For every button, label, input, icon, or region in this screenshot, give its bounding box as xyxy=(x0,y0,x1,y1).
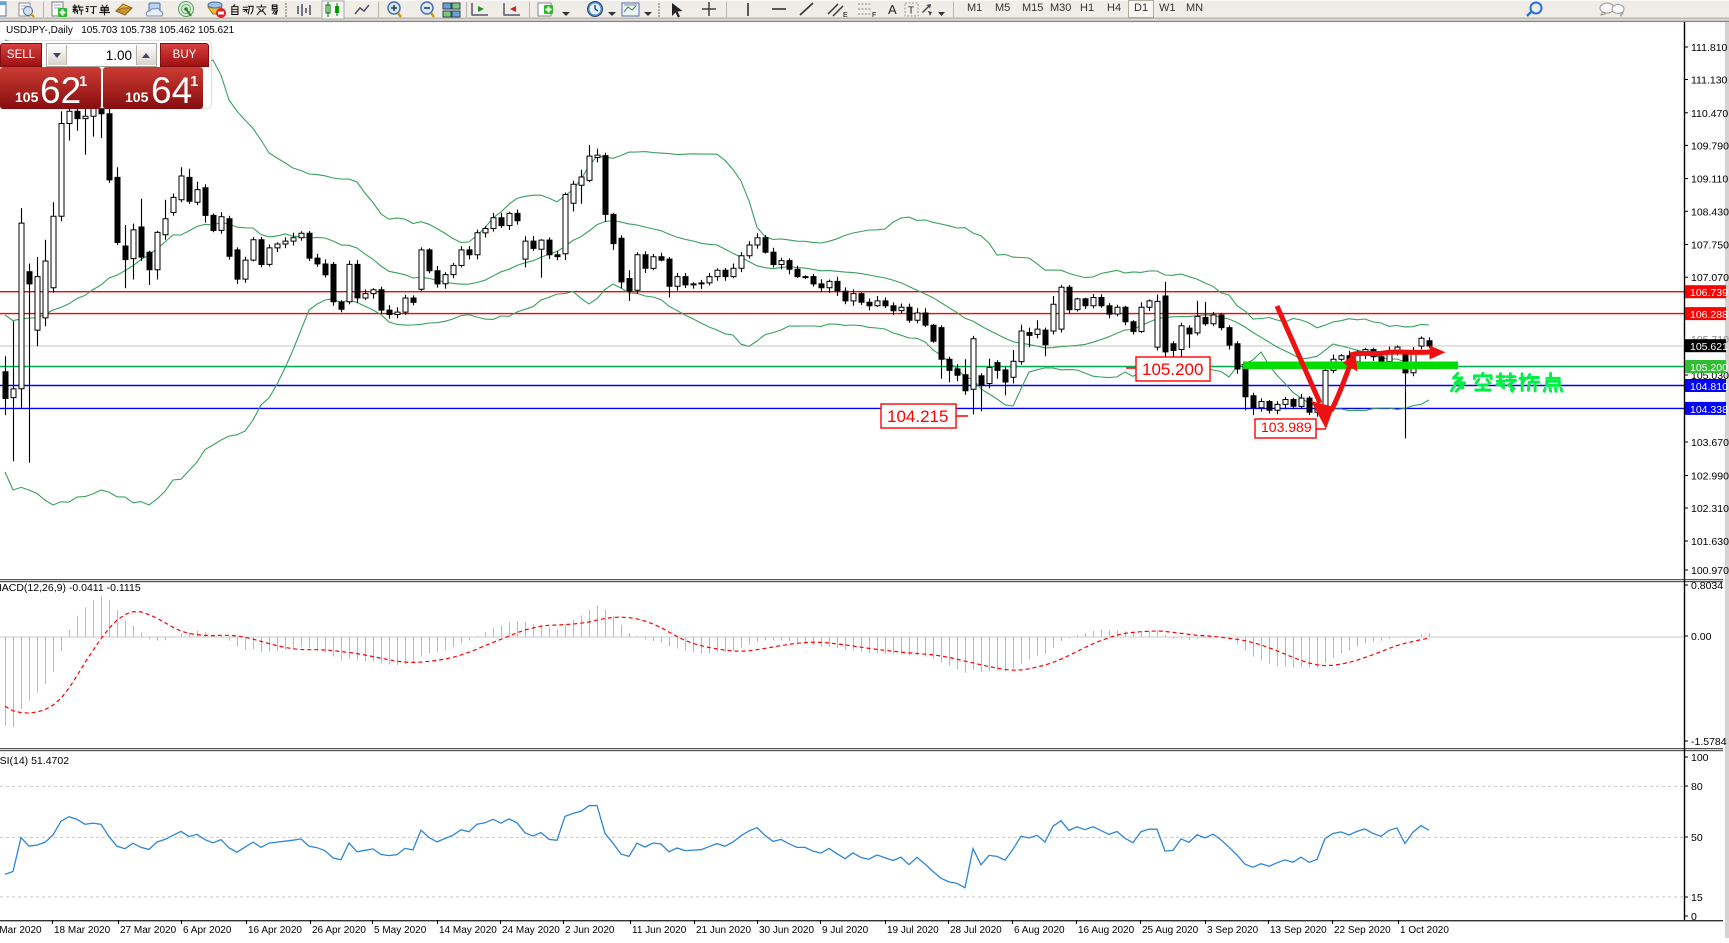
svg-text:111.130: 111.130 xyxy=(1691,75,1728,87)
svg-text:107.750: 107.750 xyxy=(1691,240,1729,252)
svg-text:105.621: 105.621 xyxy=(1690,341,1728,353)
svg-text:9 Mar 2020: 9 Mar 2020 xyxy=(0,925,42,936)
svg-text:A: A xyxy=(888,2,897,17)
svg-text:30 Jun 2020: 30 Jun 2020 xyxy=(759,925,814,936)
svg-text:22 Sep 2020: 22 Sep 2020 xyxy=(1334,925,1391,936)
svg-text:106.739: 106.739 xyxy=(1690,287,1728,299)
svg-text:111.810: 111.810 xyxy=(1691,42,1728,54)
svg-text:F: F xyxy=(872,12,876,19)
svg-text:MACD(12,26,9) -0.0411 -0.1115: MACD(12,26,9) -0.0411 -0.1115 xyxy=(0,582,141,594)
svg-text:26 Apr 2020: 26 Apr 2020 xyxy=(312,925,366,936)
svg-text:103.989: 103.989 xyxy=(1261,419,1312,435)
svg-text:-1.5784: -1.5784 xyxy=(1691,736,1727,748)
svg-text:50: 50 xyxy=(1691,832,1703,844)
svg-text:102.310: 102.310 xyxy=(1691,503,1729,515)
svg-text:16 Apr 2020: 16 Apr 2020 xyxy=(248,925,302,936)
svg-text:28 Jul 2020: 28 Jul 2020 xyxy=(950,925,1002,936)
svg-text:105.200: 105.200 xyxy=(1142,360,1203,379)
svg-text:102.990: 102.990 xyxy=(1691,471,1729,483)
svg-text:109.790: 109.790 xyxy=(1691,140,1729,152)
svg-text:108.430: 108.430 xyxy=(1691,206,1729,218)
svg-text:RSI(14) 51.4702: RSI(14) 51.4702 xyxy=(0,755,69,767)
svg-text:25 Aug 2020: 25 Aug 2020 xyxy=(1142,925,1199,936)
svg-text:104.338: 104.338 xyxy=(1690,404,1728,416)
svg-text:9 Jul 2020: 9 Jul 2020 xyxy=(822,925,869,936)
svg-text:6 Aug 2020: 6 Aug 2020 xyxy=(1014,925,1065,936)
svg-text:27 Mar 2020: 27 Mar 2020 xyxy=(120,925,177,936)
svg-text:14 May 2020: 14 May 2020 xyxy=(439,925,497,936)
svg-text:107.070: 107.070 xyxy=(1691,272,1729,284)
svg-text:13 Sep 2020: 13 Sep 2020 xyxy=(1270,925,1327,936)
svg-text:106.288: 106.288 xyxy=(1690,309,1728,321)
svg-text:100.970: 100.970 xyxy=(1691,565,1729,577)
svg-text:19 Jul 2020: 19 Jul 2020 xyxy=(887,925,939,936)
svg-text:0: 0 xyxy=(1691,911,1697,923)
svg-text:103.670: 103.670 xyxy=(1691,437,1729,449)
svg-text:100: 100 xyxy=(1691,752,1709,764)
svg-text:104.215: 104.215 xyxy=(887,407,948,426)
svg-text:110.470: 110.470 xyxy=(1691,108,1728,120)
svg-text:24 May 2020: 24 May 2020 xyxy=(502,925,560,936)
svg-text:11 Jun 2020: 11 Jun 2020 xyxy=(632,925,687,936)
svg-text:6 Apr 2020: 6 Apr 2020 xyxy=(183,925,232,936)
svg-text:18 Mar 2020: 18 Mar 2020 xyxy=(54,925,111,936)
svg-text:104.810: 104.810 xyxy=(1690,381,1728,393)
svg-text:21 Jun 2020: 21 Jun 2020 xyxy=(696,925,751,936)
svg-text:3 Sep 2020: 3 Sep 2020 xyxy=(1207,925,1259,936)
svg-text:101.630: 101.630 xyxy=(1691,536,1729,548)
svg-text:15: 15 xyxy=(1691,892,1703,904)
svg-text:0.8034: 0.8034 xyxy=(1691,580,1723,592)
svg-text:80: 80 xyxy=(1691,781,1703,793)
svg-text:2 Jun 2020: 2 Jun 2020 xyxy=(565,925,615,936)
svg-text:T: T xyxy=(908,6,914,17)
svg-text:1 Oct 2020: 1 Oct 2020 xyxy=(1400,925,1449,936)
svg-text:105.200: 105.200 xyxy=(1690,362,1728,374)
svg-text:109.110: 109.110 xyxy=(1691,174,1728,186)
svg-text:0.00: 0.00 xyxy=(1691,631,1712,643)
svg-text:E: E xyxy=(843,12,848,19)
svg-text:5 May 2020: 5 May 2020 xyxy=(374,925,427,936)
svg-text:16 Aug 2020: 16 Aug 2020 xyxy=(1078,925,1135,936)
